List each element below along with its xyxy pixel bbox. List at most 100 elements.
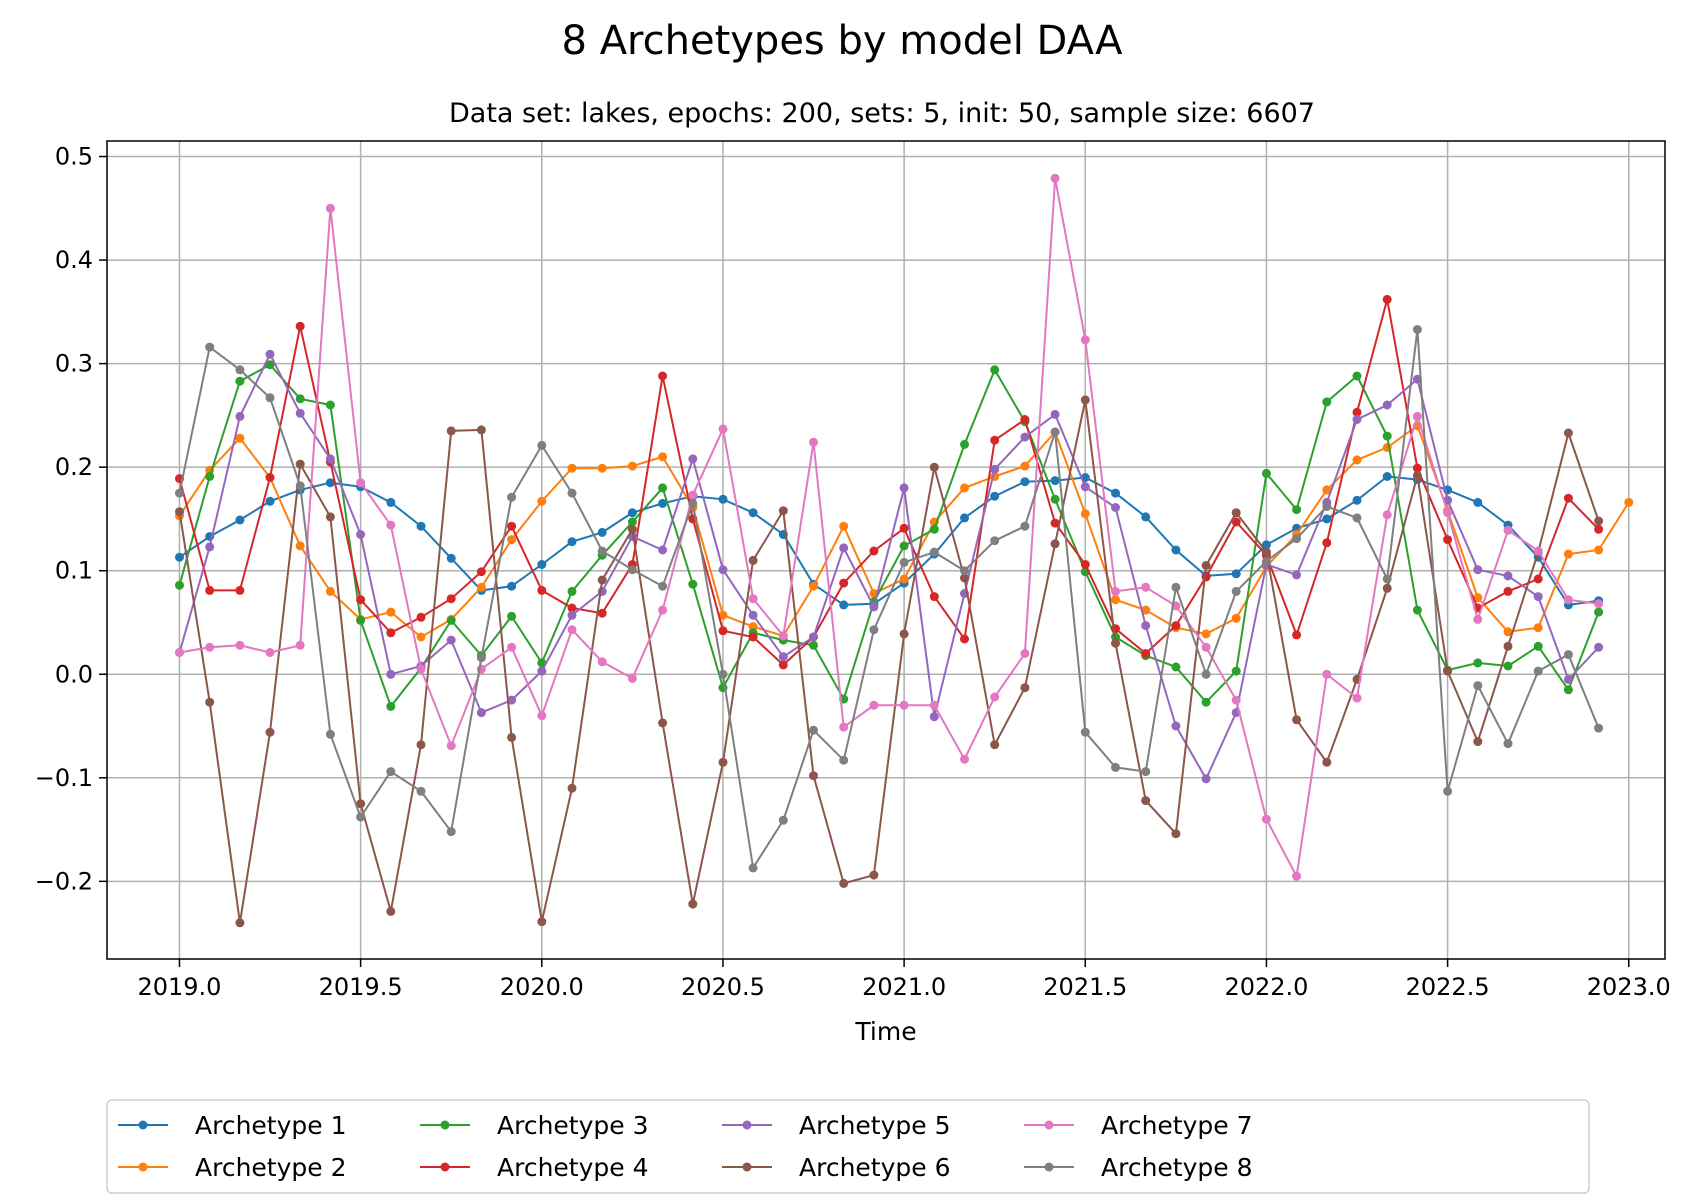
data-point xyxy=(1594,642,1604,652)
data-point xyxy=(960,754,969,764)
data-point xyxy=(265,393,275,403)
data-point xyxy=(416,632,426,642)
data-point xyxy=(899,523,909,533)
data-point xyxy=(1231,695,1241,705)
data-point xyxy=(1322,757,1332,767)
data-point xyxy=(1141,621,1151,631)
data-point xyxy=(416,740,426,750)
legend-item: Archetype 5 xyxy=(722,1111,951,1140)
data-point xyxy=(1080,482,1090,492)
legend-label: Archetype 1 xyxy=(195,1111,347,1140)
data-point xyxy=(1322,485,1332,495)
data-point xyxy=(869,546,879,556)
data-point xyxy=(507,695,517,705)
data-point xyxy=(869,870,879,880)
data-point xyxy=(356,595,366,605)
data-point xyxy=(1533,666,1543,676)
data-point xyxy=(1533,574,1543,584)
data-point xyxy=(990,491,1000,501)
data-point xyxy=(688,490,698,500)
data-point xyxy=(1201,629,1211,639)
data-point xyxy=(295,459,305,469)
legend-marker xyxy=(138,1120,148,1130)
data-point xyxy=(839,722,849,732)
data-point xyxy=(325,478,335,488)
data-point xyxy=(235,585,245,595)
data-point xyxy=(507,521,517,531)
data-point xyxy=(929,712,939,722)
data-point xyxy=(295,481,305,491)
data-point xyxy=(929,547,939,557)
data-point xyxy=(1231,569,1241,579)
data-point xyxy=(597,546,607,556)
data-point xyxy=(205,642,215,652)
data-point xyxy=(1050,518,1060,528)
data-point xyxy=(507,492,517,502)
series-archetype-8 xyxy=(175,325,1604,873)
data-point xyxy=(356,478,366,488)
y-axis: −0.2 −0.1 0.0 0.1 0.2 0.3 0.4 0.5 xyxy=(35,143,107,895)
data-point xyxy=(658,483,668,493)
data-point xyxy=(295,541,305,551)
data-point xyxy=(960,483,969,493)
data-point xyxy=(899,483,909,493)
data-point xyxy=(567,586,577,596)
data-point xyxy=(658,371,668,381)
data-point xyxy=(476,582,486,592)
data-point xyxy=(507,535,517,545)
x-tick-label: 2019.0 xyxy=(137,973,221,1001)
data-point xyxy=(356,615,366,625)
data-point xyxy=(1352,371,1362,381)
data-point xyxy=(416,521,426,531)
data-point xyxy=(1050,494,1060,504)
series-line xyxy=(178,329,1600,871)
data-point xyxy=(960,573,969,583)
data-point xyxy=(476,708,486,718)
series-archetype-3 xyxy=(175,360,1604,711)
data-point xyxy=(1201,697,1211,707)
data-point xyxy=(1231,508,1241,518)
data-point xyxy=(1473,681,1483,691)
data-point xyxy=(1020,649,1030,658)
legend-marker xyxy=(742,1120,752,1130)
x-axis: 2019.0 2019.5 2020.0 2020.5 2021.0 2021.5 2022… xyxy=(137,959,1671,1001)
data-point xyxy=(1382,294,1392,304)
data-point xyxy=(265,473,275,482)
series-line xyxy=(178,475,1599,606)
data-point xyxy=(990,464,1000,474)
legend-label: Archetype 7 xyxy=(1101,1111,1253,1140)
data-point xyxy=(386,628,396,638)
data-point xyxy=(235,411,245,421)
data-point xyxy=(1624,497,1634,507)
y-tick-label: 0.3 xyxy=(55,350,93,378)
data-point xyxy=(839,600,849,610)
legend-label: Archetype 5 xyxy=(799,1111,951,1140)
legend-item: Archetype 8 xyxy=(1024,1153,1253,1182)
series-archetype-7 xyxy=(175,173,1604,881)
data-point xyxy=(1382,510,1392,520)
data-point xyxy=(325,512,335,522)
data-point xyxy=(960,634,969,644)
data-point xyxy=(688,454,698,464)
data-point xyxy=(1111,503,1120,512)
data-point xyxy=(295,640,305,650)
data-point xyxy=(1473,565,1483,575)
data-point xyxy=(1141,796,1151,806)
x-axis-label: Time xyxy=(854,1017,916,1046)
data-point xyxy=(1171,582,1181,592)
data-point xyxy=(1594,516,1604,526)
y-tick-label: 0.2 xyxy=(55,453,93,481)
data-point xyxy=(1231,586,1241,596)
legend-label: Archetype 2 xyxy=(195,1153,347,1182)
data-point xyxy=(839,521,849,531)
data-point xyxy=(1382,400,1392,410)
chart-title: 8 Archetypes by model DAA xyxy=(562,18,1124,64)
data-point xyxy=(1412,470,1422,480)
data-point xyxy=(386,669,396,679)
data-point xyxy=(869,700,879,710)
y-tick-label: 0.0 xyxy=(55,660,93,688)
data-point xyxy=(1020,521,1030,531)
data-point xyxy=(1080,395,1090,405)
data-point xyxy=(990,536,1000,546)
